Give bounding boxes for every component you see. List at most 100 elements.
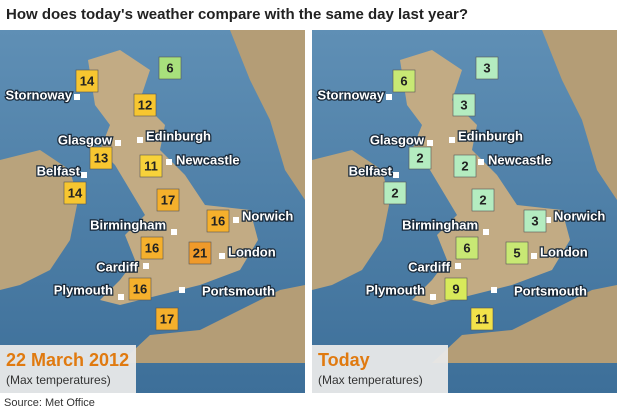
temperature-value: 2 xyxy=(416,150,423,165)
caption-box xyxy=(312,345,448,393)
city-label: Stornoway xyxy=(6,87,73,102)
city-label: Cardiff xyxy=(408,259,451,274)
city-dot xyxy=(81,172,87,178)
city-dot xyxy=(531,253,537,259)
temperature-value: 6 xyxy=(400,73,407,88)
temperature-box xyxy=(471,188,495,212)
city-label: Newcastle xyxy=(488,152,552,167)
city-label: Birmingham xyxy=(402,217,478,232)
temperature-box xyxy=(128,277,152,301)
city-label: Newcastle xyxy=(176,152,240,167)
city-dot xyxy=(115,140,121,146)
temperature-box xyxy=(156,188,180,212)
city-label: Belfast xyxy=(349,163,393,178)
city-label: Plymouth xyxy=(366,282,425,297)
temperature-box xyxy=(133,93,157,117)
temperature-value: 14 xyxy=(80,73,95,88)
city-dot xyxy=(430,294,436,300)
land-france xyxy=(432,285,617,363)
city-dot xyxy=(143,263,149,269)
temperature-value: 13 xyxy=(94,150,108,165)
temperature-value: 9 xyxy=(452,281,459,296)
city-dot xyxy=(478,159,484,165)
city-dot xyxy=(118,294,124,300)
city-label: Edinburgh xyxy=(458,128,523,143)
map-panel: Stornoway Glasgow Edinburgh Belfast Newcastl… xyxy=(312,30,617,393)
temperature-box xyxy=(455,236,479,260)
city-label: London xyxy=(540,244,588,259)
city-dot xyxy=(74,94,80,100)
temperature-value: 2 xyxy=(479,192,486,207)
temperature-value: 21 xyxy=(193,245,207,260)
panel-subheading: (Max temperatures) xyxy=(6,373,111,387)
city-label: Portsmouth xyxy=(202,283,275,298)
temperature-box xyxy=(75,69,99,93)
land-ireland xyxy=(0,150,78,290)
temperature-box xyxy=(453,154,477,178)
temperature-value: 12 xyxy=(138,97,152,112)
temperature-value: 3 xyxy=(531,213,538,228)
temperature-box xyxy=(63,181,87,205)
temperature-value: 16 xyxy=(145,240,159,255)
temperature-value: 2 xyxy=(391,185,398,200)
temperature-box xyxy=(470,307,494,331)
city-label: Birmingham xyxy=(90,217,166,232)
temperature-box xyxy=(505,241,529,265)
temperature-box xyxy=(444,277,468,301)
temperature-box xyxy=(206,209,230,233)
land-britain xyxy=(400,50,570,305)
city-label: Stornoway xyxy=(318,87,385,102)
panel-heading: 22 March 2012 xyxy=(6,350,129,370)
city-dot xyxy=(166,159,172,165)
temperature-value: 14 xyxy=(68,185,83,200)
temperature-value: 3 xyxy=(483,60,490,75)
temperature-box xyxy=(158,56,182,80)
temperature-value: 5 xyxy=(513,245,520,260)
temperature-value: 2 xyxy=(461,158,468,173)
caption-box xyxy=(0,345,136,393)
city-dot xyxy=(171,229,177,235)
panel-subheading: (Max temperatures) xyxy=(318,373,423,387)
panel-heading: Today xyxy=(318,350,370,370)
city-dot xyxy=(455,263,461,269)
temperature-value: 17 xyxy=(161,192,175,207)
temperature-value: 6 xyxy=(463,240,470,255)
temperature-value: 16 xyxy=(211,213,225,228)
city-label: Cardiff xyxy=(96,259,139,274)
temperature-value: 11 xyxy=(144,158,158,173)
city-dot xyxy=(393,172,399,178)
city-dot xyxy=(491,287,497,293)
map-panel: Stornoway Glasgow Edinburgh Belfast Newcastl… xyxy=(0,30,305,393)
city-dot xyxy=(219,253,225,259)
temperature-value: 16 xyxy=(133,281,147,296)
city-label: Edinburgh xyxy=(146,128,211,143)
temperature-box xyxy=(140,236,164,260)
city-dot xyxy=(427,140,433,146)
city-dot xyxy=(545,217,551,223)
temperature-box xyxy=(392,69,416,93)
city-label: Glasgow xyxy=(58,132,113,147)
land-france xyxy=(120,285,305,363)
temperature-box xyxy=(188,241,212,265)
land-britain xyxy=(88,50,258,305)
temperature-box xyxy=(452,93,476,117)
city-label: Glasgow xyxy=(370,132,425,147)
temperature-box xyxy=(139,154,163,178)
city-dot xyxy=(179,287,185,293)
source: Source: Met Office xyxy=(4,397,95,409)
title: How does today's weather compare with th… xyxy=(6,6,468,23)
city-dot xyxy=(137,137,143,143)
land-europe xyxy=(542,30,617,200)
temperature-box xyxy=(523,209,547,233)
land-ireland xyxy=(312,150,390,290)
city-dot xyxy=(449,137,455,143)
temperature-box xyxy=(383,181,407,205)
temperature-box xyxy=(475,56,499,80)
temperature-box xyxy=(155,307,179,331)
city-label: Norwich xyxy=(554,208,605,223)
temperature-value: 6 xyxy=(166,60,173,75)
temperature-value: 17 xyxy=(160,311,174,326)
land-europe xyxy=(230,30,305,200)
city-label: Portsmouth xyxy=(514,283,587,298)
